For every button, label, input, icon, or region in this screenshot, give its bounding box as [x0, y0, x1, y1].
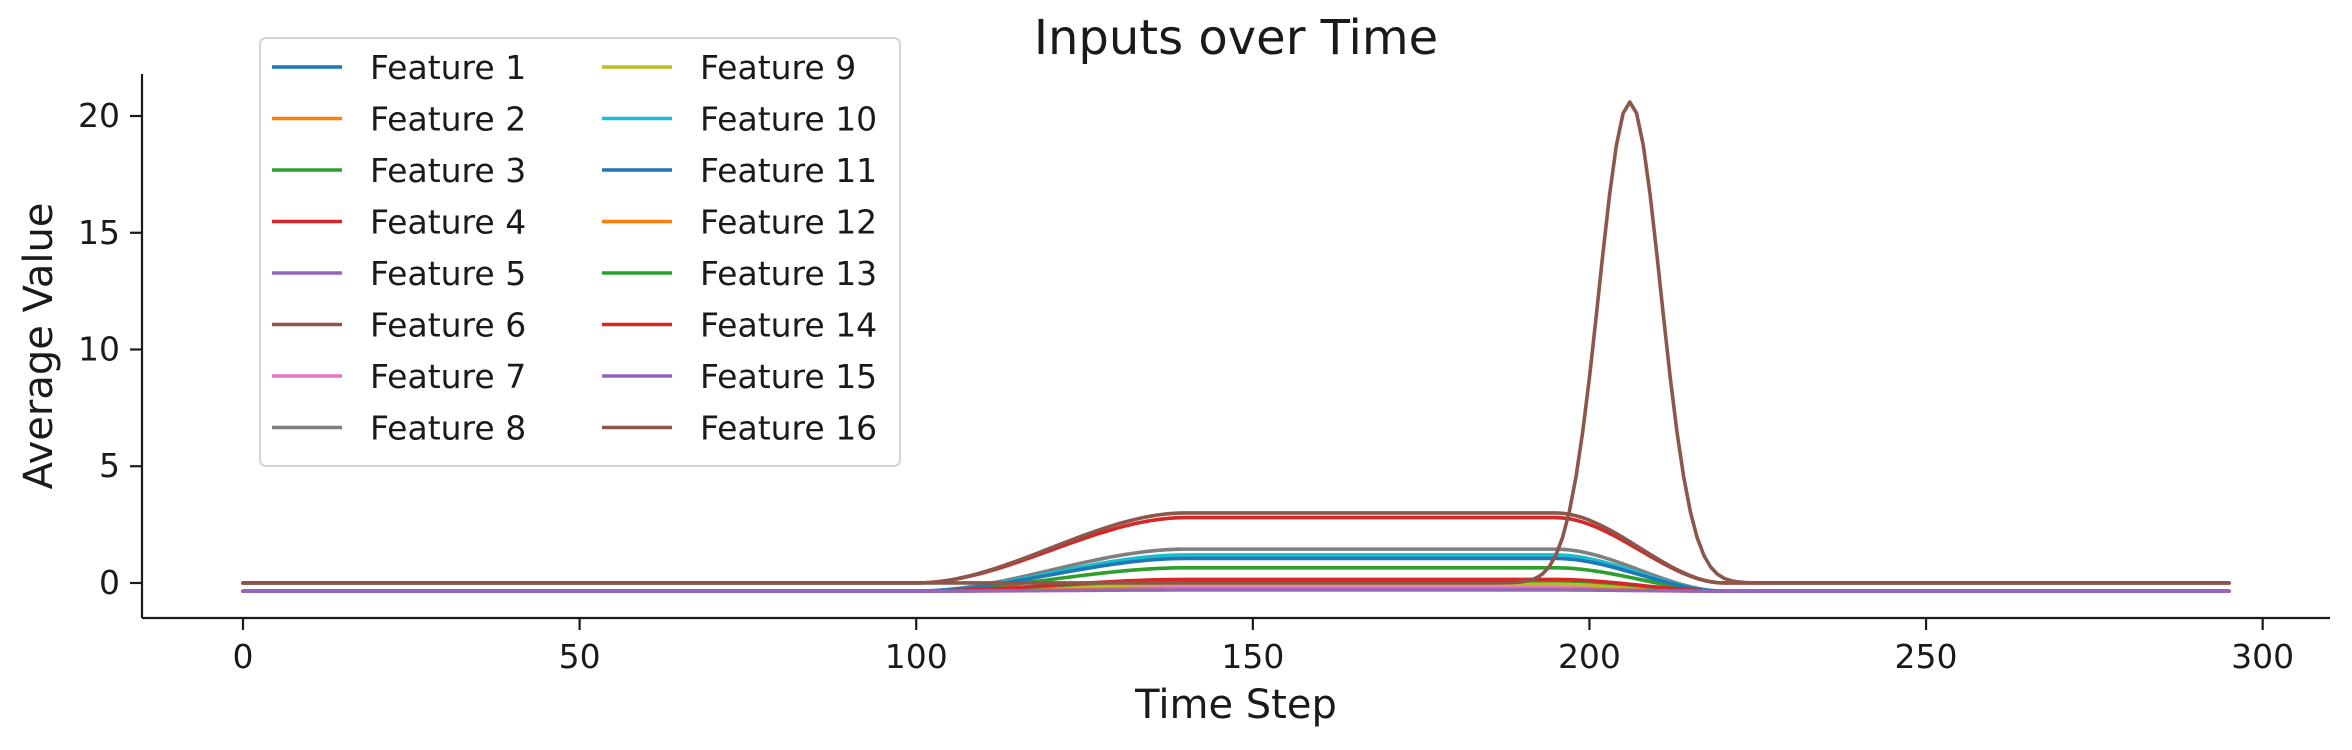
y-ticks: 0 5 10 15 20 [78, 96, 142, 602]
legend-label: Feature 4 [370, 203, 526, 242]
legend-box [259, 37, 901, 467]
legend-label: Feature 9 [700, 48, 856, 87]
x-ticks: 0 50 100 150 200 250 300 [232, 618, 2294, 676]
legend-label: Feature 14 [700, 306, 877, 345]
legend-label: Feature 8 [370, 409, 526, 448]
series-line-feature-15 [241, 588, 2231, 593]
legend-label: Feature 1 [370, 48, 526, 87]
legend-label: Feature 2 [370, 100, 526, 139]
legend-label: Feature 5 [370, 254, 526, 293]
y-tick-label: 20 [78, 96, 120, 135]
legend-label: Feature 16 [700, 409, 877, 448]
legend: Feature 1 Feature 2 Feature 3 Feature 4 Feat… [259, 37, 901, 467]
legend-label: Feature 13 [700, 254, 877, 293]
legend-label: Feature 7 [370, 357, 526, 396]
legend-label: Feature 10 [700, 100, 877, 139]
x-tick-label: 200 [1558, 637, 1621, 676]
y-tick-label: 15 [78, 213, 120, 252]
x-tick-label: 250 [1895, 637, 1958, 676]
legend-label: Feature 3 [370, 151, 526, 190]
x-tick-label: 300 [2231, 637, 2294, 676]
y-tick-label: 5 [99, 446, 120, 485]
y-axis-label: Average Value [16, 203, 62, 490]
legend-label: Feature 6 [370, 306, 526, 345]
x-axis-label: Time Step [1134, 682, 1337, 728]
chart-title: Inputs over Time [1034, 10, 1438, 66]
x-tick-label: 150 [1221, 637, 1284, 676]
x-tick-label: 0 [232, 637, 253, 676]
y-tick-label: 10 [78, 330, 120, 369]
legend-label: Feature 11 [700, 151, 877, 190]
legend-label: Feature 12 [700, 203, 877, 242]
series-line-feature-16 [241, 100, 2231, 585]
series-layer [241, 100, 2231, 593]
legend-label: Feature 15 [700, 357, 877, 396]
x-tick-label: 100 [885, 637, 948, 676]
y-tick-label: 0 [99, 563, 120, 602]
x-tick-label: 50 [559, 637, 601, 676]
